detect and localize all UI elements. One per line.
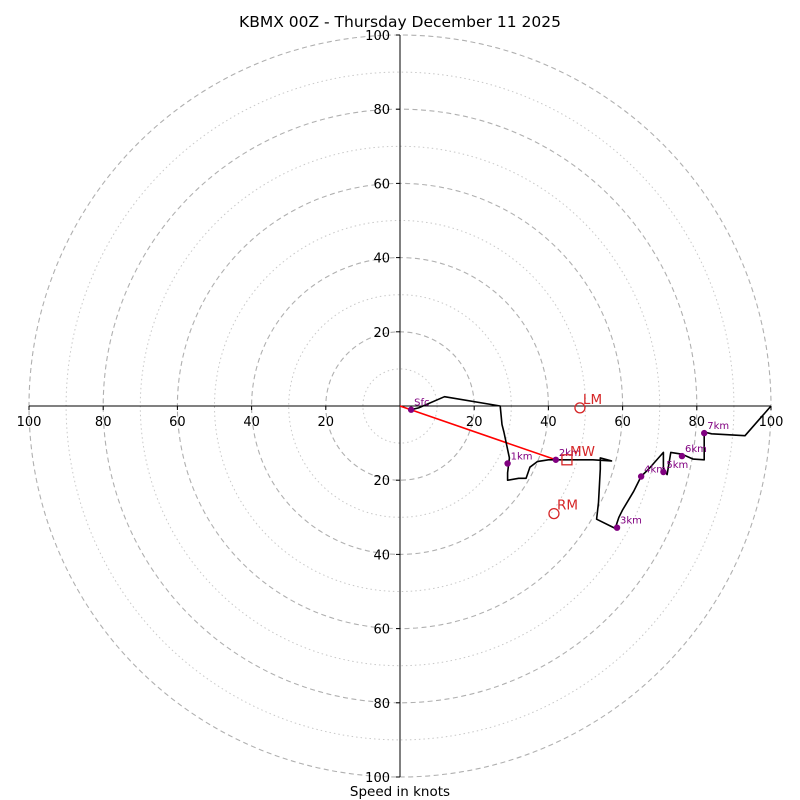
y-tick-label: 20 xyxy=(373,474,390,489)
x-tick-label: 100 xyxy=(759,415,784,430)
x-tick-label: 60 xyxy=(614,415,631,430)
height-marker-4km-label: 4km xyxy=(644,464,666,475)
y-tick-label: 100 xyxy=(365,771,390,786)
height-marker-6km-dot xyxy=(678,452,686,460)
y-tick-label: 60 xyxy=(373,623,390,638)
y-tick-label: 100 xyxy=(365,29,390,44)
height-marker-sfc-dot xyxy=(407,406,415,413)
y-tick-label: 60 xyxy=(373,177,390,192)
height-marker-2km-dot xyxy=(552,456,560,463)
height-marker-4km-dot xyxy=(637,473,645,480)
height-marker-7km-label: 7km xyxy=(707,421,729,432)
x-tick-label: 40 xyxy=(540,415,557,430)
x-tick-label: 80 xyxy=(95,415,112,430)
y-tick-label: 80 xyxy=(373,103,390,118)
height-marker-3km-dot xyxy=(613,524,621,531)
x-axis-label: Speed in knots xyxy=(350,784,450,800)
tick-labels: 100 80 60 40 20 20 40 60 80 100 100 80 60 40 20 20 40 60 8… xyxy=(17,29,784,786)
x-tick-label: 80 xyxy=(689,415,706,430)
x-tick-label: 100 xyxy=(17,415,42,430)
y-tick-label: 20 xyxy=(373,326,390,341)
height-marker-2km-label: 2km xyxy=(559,448,581,459)
chart-title: KBMX 00Z - Thursday December 11 2025 xyxy=(239,13,561,31)
storm-motion-lm-marker xyxy=(574,402,586,414)
x-tick-label: 20 xyxy=(466,415,483,430)
y-tick-label: 80 xyxy=(373,697,390,712)
x-tick-label: 40 xyxy=(243,415,260,430)
storm-motion-mw-label: MW xyxy=(570,444,595,460)
height-marker-6km-label: 6km xyxy=(685,444,707,455)
height-marker-sfc-label: Sfc xyxy=(414,398,429,409)
height-marker-1km-label: 1km xyxy=(511,452,533,463)
height-marker-3km-label: 3km xyxy=(620,516,642,527)
x-tick-label: 20 xyxy=(318,415,335,430)
height-marker-5km-dot xyxy=(660,468,667,476)
storm-motion-mw-marker xyxy=(561,454,573,466)
y-tick-label: 40 xyxy=(373,548,390,563)
shear-vector xyxy=(399,405,557,461)
storm-motion-rm-marker xyxy=(548,507,560,520)
height-marker-1km-dot xyxy=(504,460,511,467)
height-marker-7km-dot xyxy=(701,429,708,437)
height-markers: Sfc 1km 2km 3km 4km 5km 6km 7km xyxy=(407,398,729,531)
storm-motion-markers: LM MW RM xyxy=(548,392,602,520)
shear-vector-group xyxy=(399,405,557,461)
height-marker-5km-label: 5km xyxy=(666,460,688,471)
storm-motion-rm-label: RM xyxy=(557,498,578,514)
y-tick-label: 40 xyxy=(373,252,390,267)
storm-motion-lm-label: LM xyxy=(583,392,602,408)
x-tick-label: 60 xyxy=(169,415,186,430)
